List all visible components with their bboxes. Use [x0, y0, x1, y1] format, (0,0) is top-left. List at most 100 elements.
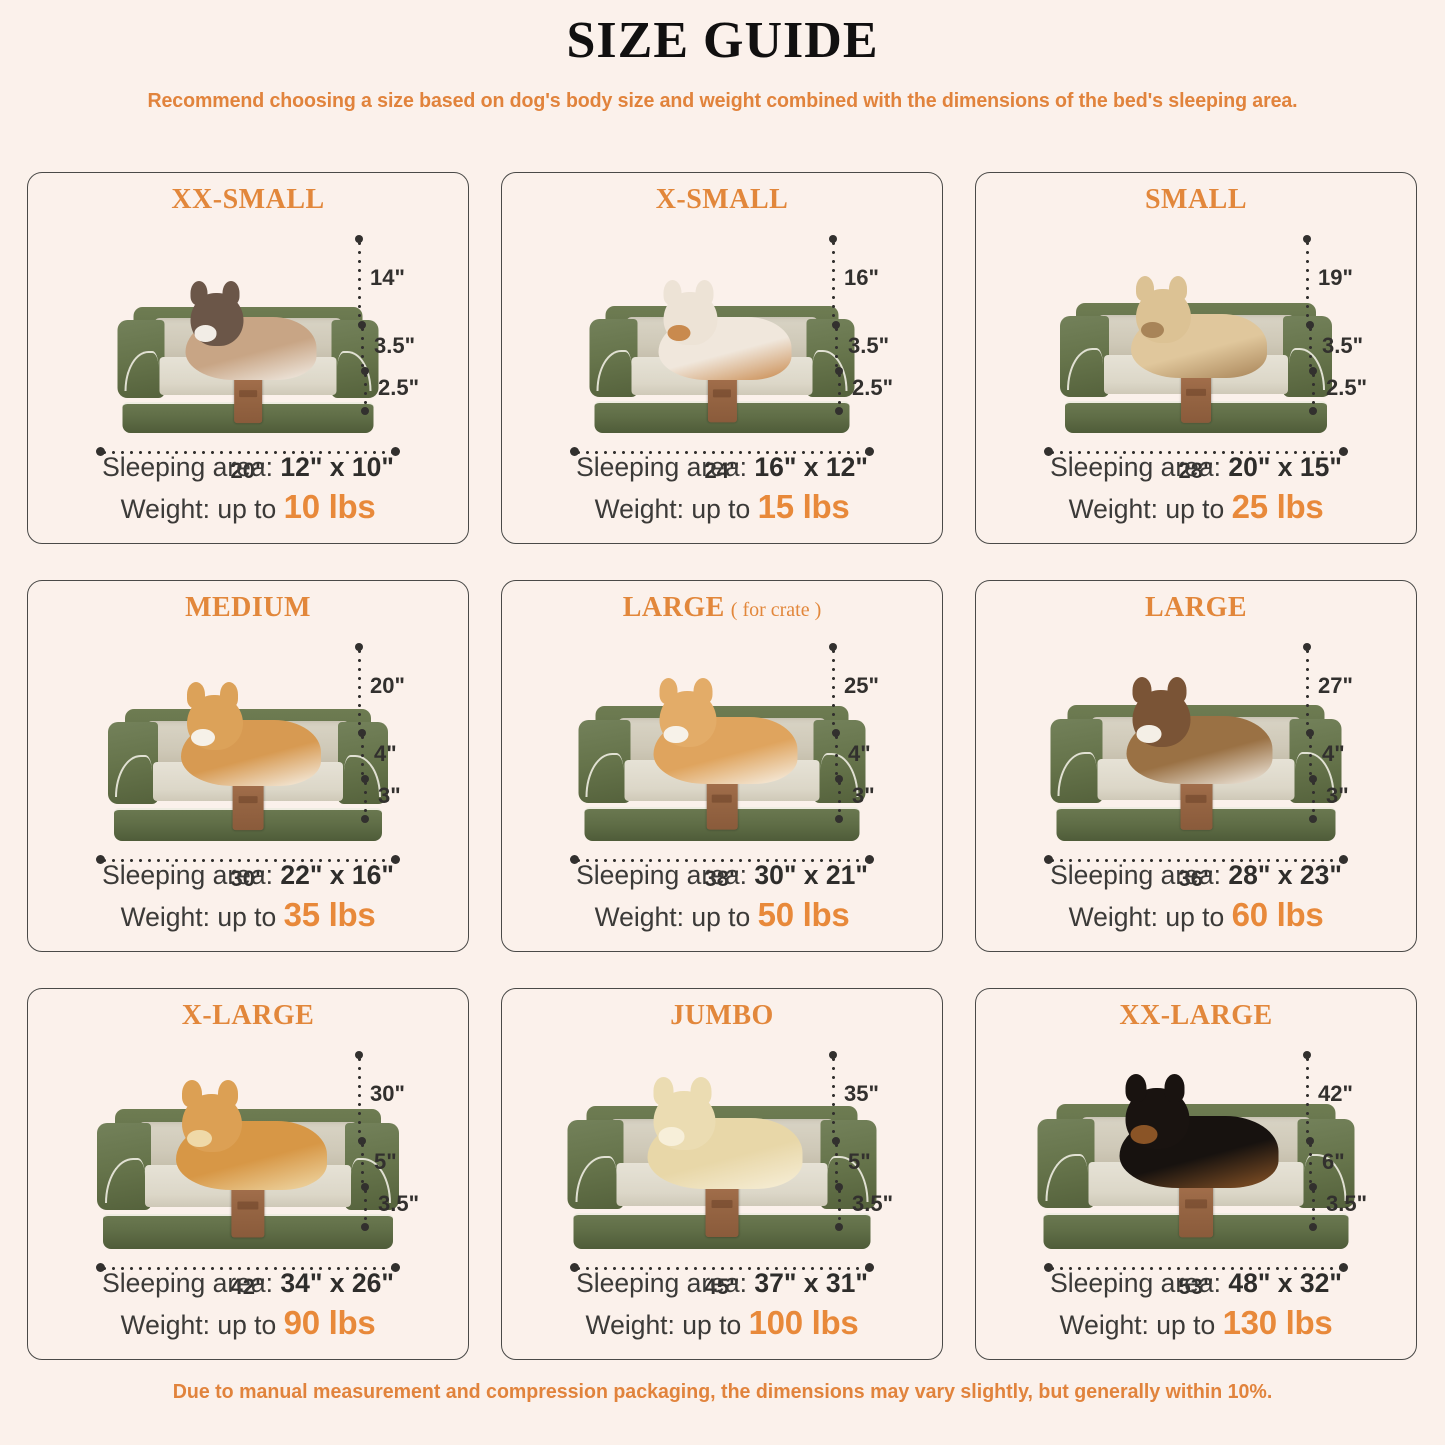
pet-ear-left — [1125, 1074, 1147, 1103]
sleeping-area-label: Sleeping area: — [1050, 860, 1221, 891]
dimension-dotted-line — [361, 1141, 364, 1187]
weight-label: Weight: — [1059, 1310, 1149, 1341]
dimension-dotted-line — [1312, 371, 1315, 411]
bed-left-arm-bolster — [578, 719, 631, 804]
dimension-node — [355, 1051, 363, 1059]
dog-bed — [117, 281, 379, 433]
bed-right-arm-bolster — [1289, 718, 1342, 803]
size-card[interactable]: SMALL 19" 3.5" 2.5" 28" Sleeping area: 20" x … — [975, 172, 1417, 544]
dimension-node — [361, 1183, 369, 1191]
dimension-dotted-line — [361, 325, 364, 371]
dimension-dotted-line — [1309, 733, 1312, 779]
size-card[interactable]: LARGE 27" 4" 3" 36" Sleeping area: 28" x 23" W… — [975, 580, 1417, 952]
dimension-endpoint — [96, 447, 105, 456]
size-card[interactable]: XX-LARGE 42" 6" 3.5" 53" Sleeping area: 48" x… — [975, 988, 1417, 1360]
bed-arm-piping — [124, 350, 159, 392]
dimension-dotted-line — [835, 325, 838, 371]
size-card[interactable]: X-LARGE 30" 5" 3.5" 42" Sleeping area: 34" x … — [27, 988, 469, 1360]
weight-label: Weight: — [585, 1310, 675, 1341]
weight-value: 130 lbs — [1222, 1304, 1333, 1342]
vertical-dimension-annotation: 42" 6" 3.5" — [1292, 1045, 1410, 1235]
size-card-title-text: LARGE — [622, 592, 725, 623]
brand-tag — [706, 773, 738, 830]
dimension-node — [361, 815, 369, 823]
size-card[interactable]: MEDIUM 20" 4" 3" 30" Sleeping area: 22" x 16"… — [27, 580, 469, 952]
vertical-dimension-annotation: 27" 4" 3" — [1292, 637, 1410, 827]
size-card[interactable]: X-SMALL 16" 3.5" 2.5" 24" Sleeping area: 16" … — [501, 172, 943, 544]
dimension-label-width: 38" — [704, 866, 740, 891]
size-card[interactable]: LARGE( for crate ) 25" 4" 3" 38" Sleeping are… — [501, 580, 943, 952]
brand-tag — [1180, 772, 1212, 830]
weight-label: Weight: — [1068, 902, 1158, 933]
weight-value: 100 lbs — [748, 1304, 859, 1342]
weight-line: Weight: up to 90 lbs — [28, 1301, 468, 1345]
size-card-title: XX-LARGE — [976, 1000, 1416, 1032]
weight-qualifier: up to — [691, 902, 751, 933]
sleeping-area-label: Sleeping area: — [102, 1268, 273, 1299]
size-card-title-text: JUMBO — [670, 1000, 774, 1031]
size-card-title: MEDIUM — [28, 592, 468, 624]
bed-arm-piping — [115, 754, 153, 798]
sleeping-area-label: Sleeping area: — [576, 1268, 747, 1299]
weight-qualifier: up to — [691, 494, 751, 525]
weight-qualifier: up to — [1156, 1310, 1216, 1341]
dimension-label-width: 30" — [230, 866, 266, 891]
dimension-label-bolster: 4" — [848, 741, 871, 766]
dimension-dotted-line — [838, 371, 841, 411]
dimension-dotted-line — [1312, 1187, 1315, 1227]
dimension-label-width: 24" — [704, 458, 740, 483]
weight-value: 90 lbs — [283, 1304, 376, 1342]
vertical-dimension-annotation: 19" 3.5" 2.5" — [1292, 229, 1410, 419]
pet-ear-right — [695, 280, 714, 305]
dimension-label-base: 3.5" — [852, 1191, 894, 1216]
dimension-dotted-line — [364, 1187, 367, 1227]
size-card-title-text: X-SMALL — [655, 184, 789, 215]
dimension-dotted-line — [832, 647, 835, 733]
dimension-dotted-line — [364, 371, 367, 411]
dimension-node — [1309, 407, 1317, 415]
weight-value: 50 lbs — [757, 896, 850, 934]
weight-line: Weight: up to 10 lbs — [28, 485, 468, 529]
dimension-dotted-line — [1048, 451, 1344, 454]
vertical-dimension-annotation: 35" 5" 3.5" — [818, 1045, 936, 1235]
dimension-node — [1306, 1137, 1314, 1145]
sleeping-area-label: Sleeping area: — [1050, 452, 1221, 483]
sleeping-area-line: Sleeping area: 30" x 21" — [502, 858, 942, 893]
dimension-node — [1309, 775, 1317, 783]
dimension-dotted-line — [1048, 859, 1344, 862]
sleeping-area-line: Sleeping area: 34" x 26" — [28, 1266, 468, 1301]
size-card-title-text: X-LARGE — [181, 1000, 315, 1031]
bed-left-arm-bolster — [108, 722, 159, 805]
weight-value: 25 lbs — [1231, 488, 1324, 526]
width-dimension-annotation: 53" — [976, 1261, 1416, 1303]
dimension-dotted-line — [838, 1187, 841, 1227]
size-card-title-text: XX-SMALL — [171, 184, 325, 215]
dimension-dotted-line — [574, 451, 870, 454]
sleeping-area-value: 30" x 21" — [754, 860, 868, 891]
pet-ear-left — [659, 678, 678, 705]
sleeping-area-line: Sleeping area: 48" x 32" — [976, 1266, 1416, 1301]
size-card-specs: Sleeping area: 16" x 12" Weight: up to 15… — [502, 450, 942, 529]
bed-arm-piping — [1057, 752, 1097, 797]
dimension-endpoint — [570, 855, 579, 864]
dimension-node — [1309, 815, 1317, 823]
dimension-dotted-line — [364, 779, 367, 819]
dimension-endpoint — [1339, 447, 1348, 456]
dimension-endpoint — [1339, 1263, 1348, 1272]
vertical-dimension-annotation: 20" 4" 3" — [344, 637, 462, 827]
dimension-label-bolster: 4" — [374, 741, 397, 766]
dimension-label-height: 20" — [370, 673, 405, 698]
size-card-title-text: SMALL — [1144, 184, 1248, 215]
dog-bed — [589, 280, 855, 433]
dimension-dotted-line — [1309, 325, 1312, 371]
weight-qualifier: up to — [682, 1310, 742, 1341]
vertical-dimension-annotation: 16" 3.5" 2.5" — [818, 229, 936, 419]
sleeping-area-value: 34" x 26" — [280, 1268, 394, 1299]
weight-value: 15 lbs — [757, 488, 850, 526]
size-card[interactable]: XX-SMALL 14" 3.5" 2.5" 20" Sleeping area: 12"… — [27, 172, 469, 544]
brand-tag — [232, 774, 264, 831]
size-card[interactable]: JUMBO 35" 5" 3.5" 45" Sleeping area: 37" x 31… — [501, 988, 943, 1360]
brand-tag — [231, 1178, 265, 1238]
page-subtitle: Recommend choosing a size based on dog's… — [147, 88, 1298, 112]
dimension-label-bolster: 3.5" — [848, 333, 890, 358]
